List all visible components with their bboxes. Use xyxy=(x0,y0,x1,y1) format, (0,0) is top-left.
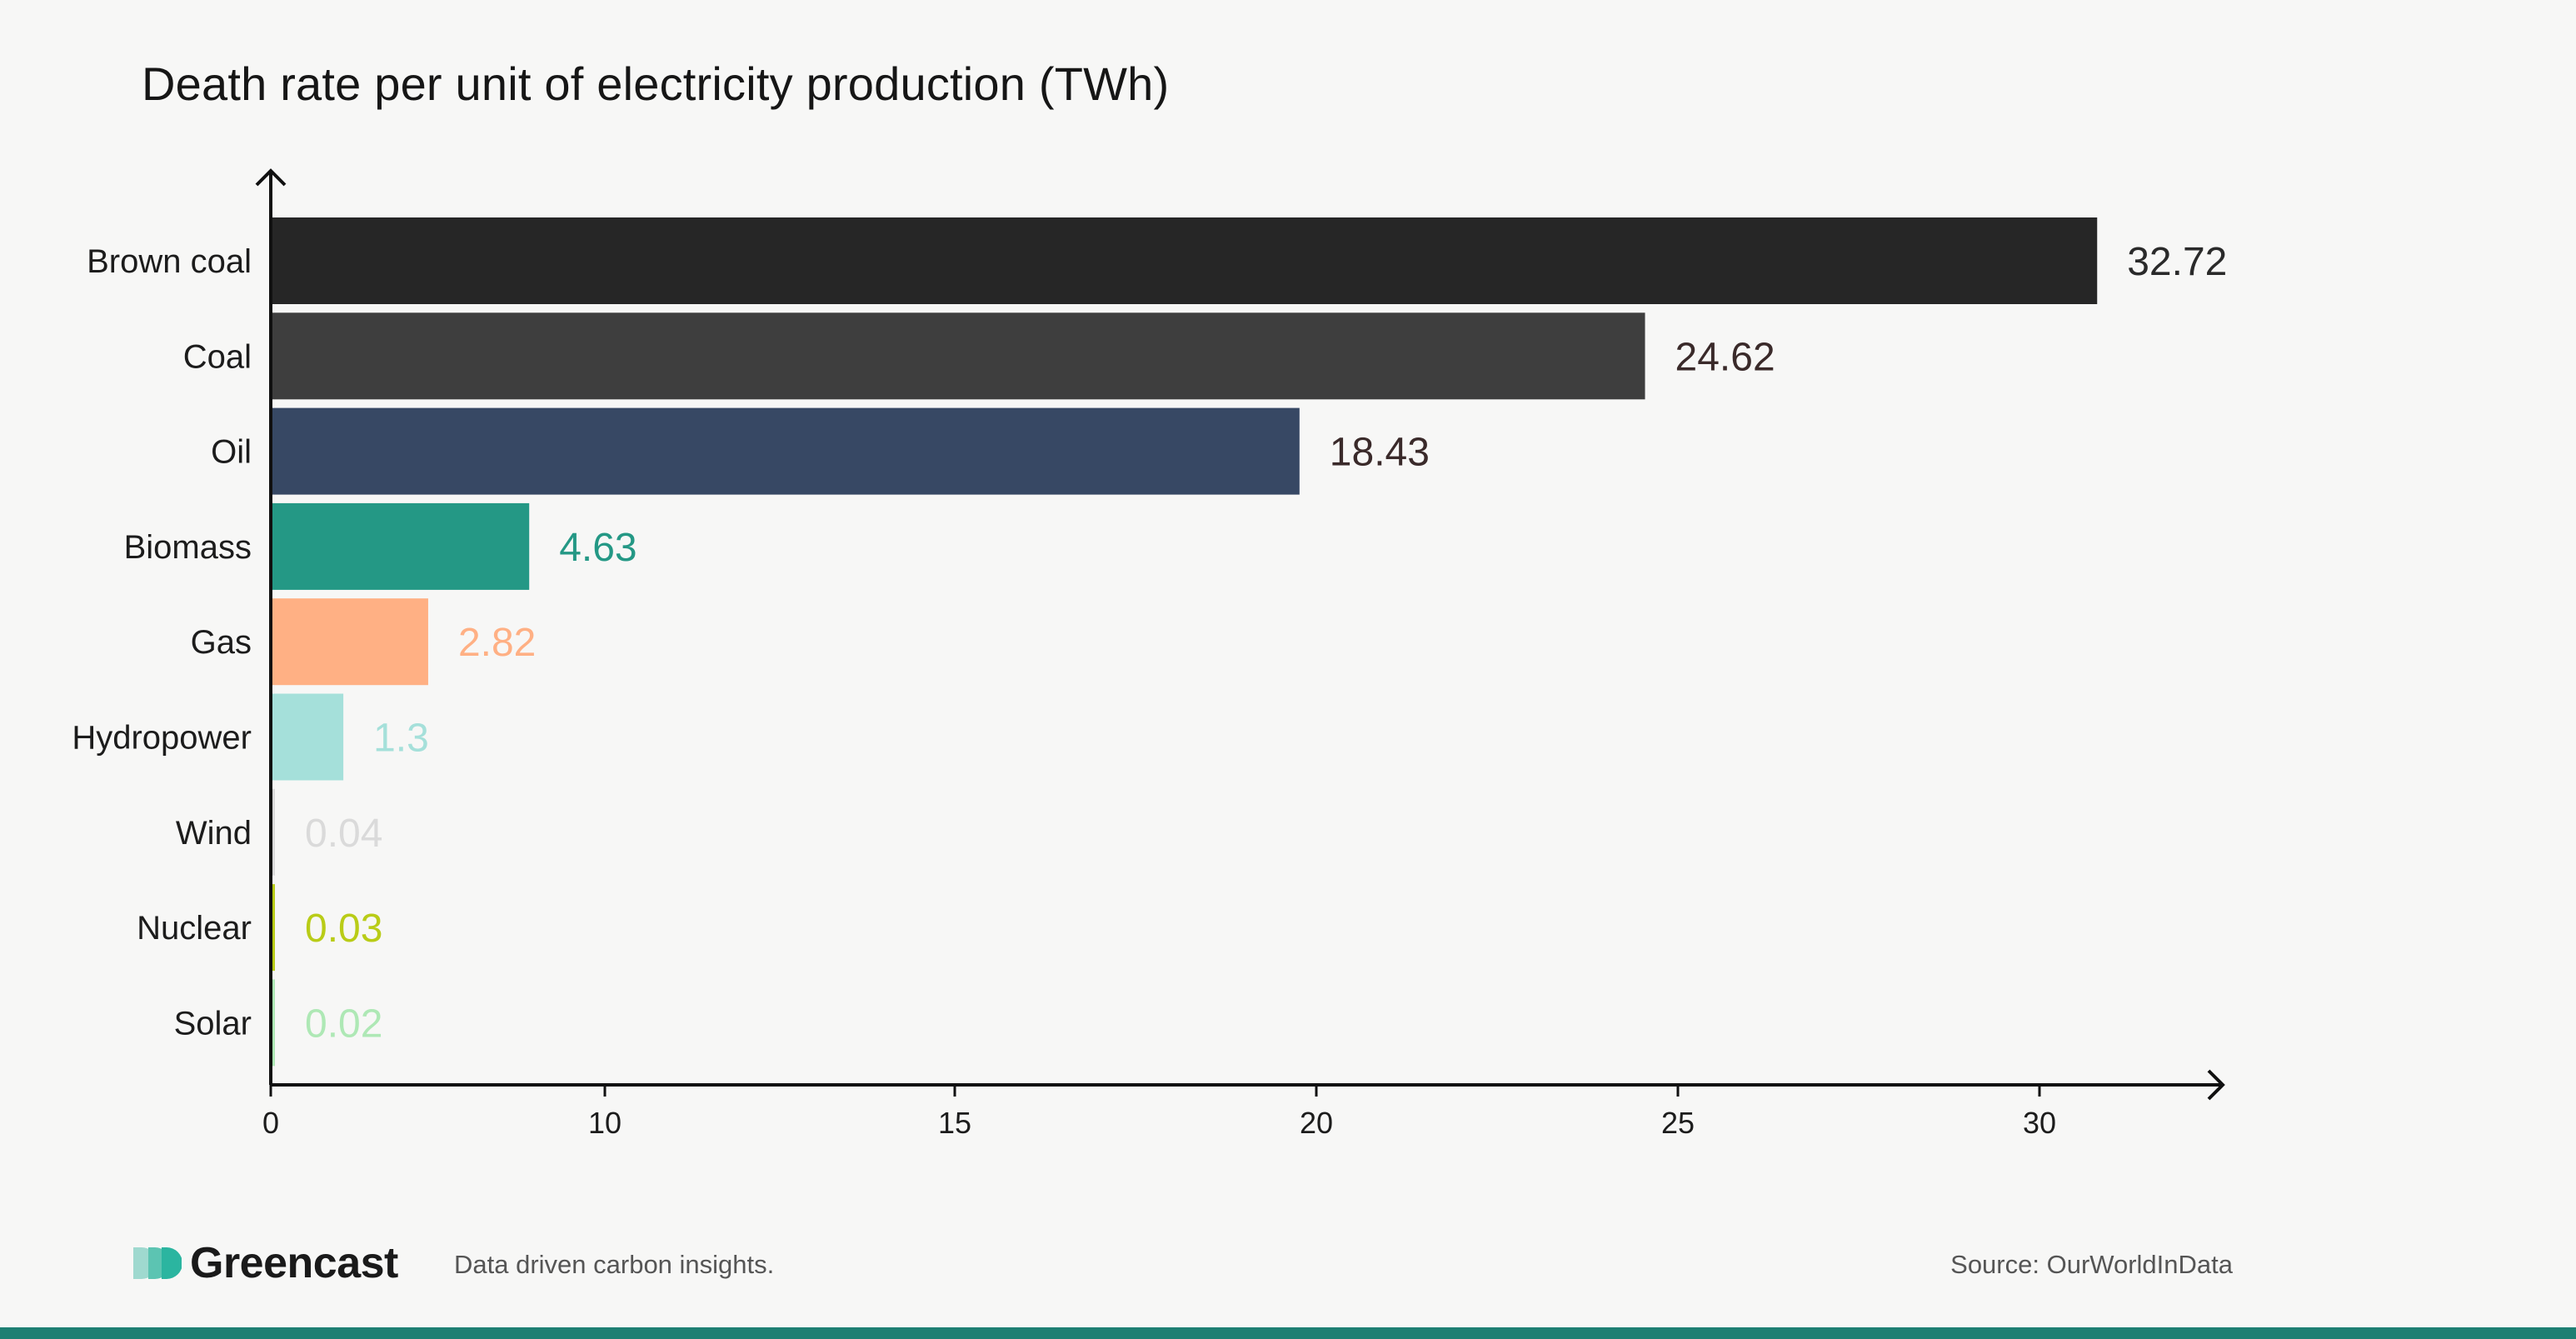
value-label-solar: 0.02 xyxy=(305,1002,382,1046)
category-label-solar: Solar xyxy=(174,1005,252,1042)
bar-solar xyxy=(271,979,275,1067)
bar-biomass xyxy=(271,502,530,590)
value-label-nuclear: 0.03 xyxy=(305,907,382,951)
bar-wind xyxy=(271,788,275,876)
value-label-wind: 0.04 xyxy=(305,812,382,856)
value-label-oil: 18.43 xyxy=(1330,431,1430,475)
bar-oil xyxy=(271,407,1300,495)
value-label-hydropower: 1.3 xyxy=(373,717,429,761)
bar-gas xyxy=(271,598,428,686)
category-label-biomass: Biomass xyxy=(124,529,252,566)
source-note: Source: OurWorldInData xyxy=(1950,1250,2233,1279)
bar-nuclear xyxy=(271,884,275,972)
brand-logo: Greencast xyxy=(133,1238,398,1288)
y-axis-arrow-icon xyxy=(255,168,287,187)
x-tick-label: 25 xyxy=(1661,1106,1695,1140)
x-tick-label: 0 xyxy=(262,1106,279,1140)
category-label-wind: Wind xyxy=(176,815,252,852)
value-label-biomass: 4.63 xyxy=(559,526,637,570)
x-axis-arrow-icon xyxy=(2207,1069,2225,1101)
category-label-brown-coal: Brown coal xyxy=(87,243,252,280)
category-label-coal: Coal xyxy=(183,338,252,375)
value-label-gas: 2.82 xyxy=(458,621,536,665)
bar-brown-coal xyxy=(271,217,2098,304)
bars-layer: Brown coal 32.72 Coal 24.62 Oil 18.43 Biomass 4… xyxy=(72,217,2227,1067)
bottom-accent-stripe xyxy=(0,1327,2576,1339)
brand-name: Greencast xyxy=(190,1239,398,1287)
axis-layer: 0 10 15 20 25 30 xyxy=(255,168,2225,1140)
bar-hydropower xyxy=(271,693,344,781)
value-label-brown-coal: 32.72 xyxy=(2127,240,2227,284)
category-label-oil: Oil xyxy=(211,434,252,471)
chart-title: Death rate per unit of electricity produ… xyxy=(142,57,1170,110)
x-tick-label: 20 xyxy=(1300,1106,1333,1140)
x-tick-label: 30 xyxy=(2023,1106,2056,1140)
x-tick-label: 10 xyxy=(588,1106,622,1140)
value-label-coal: 24.62 xyxy=(1675,335,1775,379)
tagline: Data driven carbon insights. xyxy=(454,1250,775,1279)
bar-coal xyxy=(271,312,1645,400)
greencast-logo-icon xyxy=(133,1247,182,1279)
category-label-hydropower: Hydropower xyxy=(72,720,252,757)
x-tick-label: 15 xyxy=(938,1106,971,1140)
category-label-gas: Gas xyxy=(191,624,252,661)
category-label-nuclear: Nuclear xyxy=(137,910,252,947)
